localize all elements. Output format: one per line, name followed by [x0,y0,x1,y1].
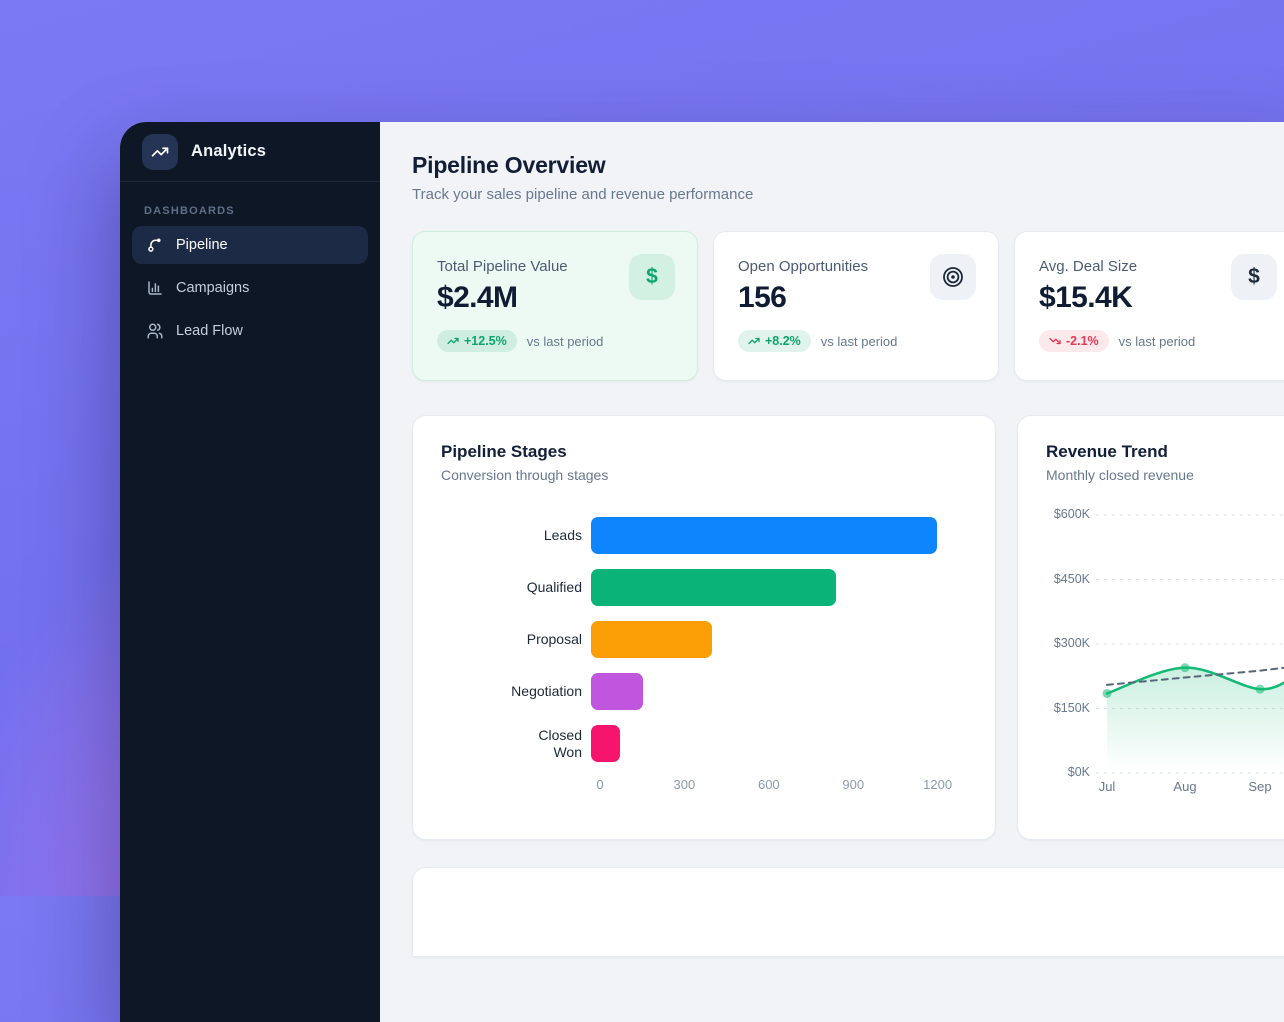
x-axis-tick: Jul [1098,779,1116,794]
chart-subtitle: Monthly closed revenue [1046,467,1194,483]
app-logo [142,133,178,170]
app-window: Analytics DASHBOARDS Pipeline Campaigns … [120,122,1284,1022]
compare-label: vs last period [1118,333,1196,349]
x-axis-tick: 900 [842,777,865,792]
chart-subtitle: Conversion through stages [441,467,609,483]
revenue-y-axis: $0K $150K $300K $450K $600K [1046,507,1090,797]
kpi-label: Total Pipeline Value [437,258,568,275]
stage-label: Negotiation [511,683,582,700]
kpi-card-total-pipeline-value: Total Pipeline Value $2.4M +12.5% vs las… [412,231,698,381]
sidebar-section-label: DASHBOARDS [144,205,235,217]
y-axis-tick: $0K [1067,765,1090,779]
charts-row: Pipeline Stages Conversion through stage… [412,415,1284,840]
kpi-value: 156 [738,281,787,314]
stage-label: Proposal [526,631,582,648]
dollar-icon: $ [1231,254,1277,300]
stage-bar [591,673,643,710]
bar-chart-icon [148,281,162,295]
x-axis-tick: 0 [596,777,604,792]
app-title: Analytics [191,142,267,160]
users-icon [147,323,163,339]
logo-row: Analytics [120,122,380,182]
sidebar: Analytics DASHBOARDS Pipeline Campaigns … [120,122,380,1022]
revenue-line-chart: $0K $150K $300K $450K $600K Jul Aug Sep [1046,507,1284,797]
y-axis-tick: $600K [1053,507,1090,521]
stages-x-axis: 0 300 600 900 1200 [441,777,967,795]
sidebar-item-campaigns[interactable]: Campaigns [132,269,368,307]
x-axis-tick: 300 [673,777,696,792]
pipeline-route-icon [148,238,161,252]
sidebar-item-pipeline[interactable]: Pipeline [132,226,368,264]
sidebar-item-lead-flow[interactable]: Lead Flow [132,312,368,350]
y-axis-tick: $300K [1053,636,1090,650]
chart-title: Revenue Trend [1046,442,1168,461]
trending-up-icon [748,337,760,345]
trending-up-icon [151,146,169,157]
x-axis-tick: 600 [757,777,780,792]
kpi-card-open-opportunities: Open Opportunities 156 +8.2% vs last per… [713,231,999,381]
revenue-trend-svg [1096,514,1284,774]
revenue-trend-card: Revenue Trend Monthly closed revenue $0K… [1017,415,1284,840]
kpi-label: Avg. Deal Size [1039,258,1138,275]
compare-label: vs last period [526,333,604,349]
stage-row: Negotiation [441,673,967,710]
stage-label: Qualified [526,579,582,596]
kpi-value: $2.4M [437,281,518,314]
stage-bar [591,569,837,606]
data-point [1102,688,1112,698]
trending-down-icon [1049,337,1061,345]
stage-bar [591,517,937,554]
stage-bar [591,725,620,762]
y-axis-tick: $450K [1053,571,1090,586]
bottom-card-clipped [412,867,1284,957]
kpi-label: Open Opportunities [738,258,869,275]
data-point [1180,663,1190,673]
y-axis-tick: $150K [1053,700,1090,715]
data-point [1255,684,1265,694]
target-icon [930,254,976,300]
main-content: Pipeline Overview Track your sales pipel… [380,122,1284,1022]
stage-row: Leads [441,517,967,554]
x-axis-tick: Aug [1173,779,1197,794]
sidebar-item-label: Pipeline [176,237,228,253]
compare-label: vs last period [820,333,898,349]
trending-up-icon [447,337,459,345]
x-axis-tick: Sep [1248,779,1272,794]
kpi-value: $15.4K [1039,281,1133,314]
stages-bar-chart: Leads Qualified Proposal Negotiation Closed … [441,517,967,762]
stage-row: Qualified [441,569,967,606]
sidebar-nav: Pipeline Campaigns Lead Flow [120,226,380,355]
stage-row: Closed Won [441,725,967,762]
x-axis-tick: 1200 [923,777,953,792]
kpi-card-avg-deal-size: Avg. Deal Size $15.4K -2.1% vs last peri… [1014,231,1284,381]
stage-bar [591,621,713,658]
page-title: Pipeline Overview [412,152,606,178]
chart-title: Pipeline Stages [441,442,567,461]
stage-label: Closed Won [538,727,582,760]
delta-badge: +12.5% [437,330,517,352]
stage-label: Leads [543,527,582,544]
sidebar-item-label: Lead Flow [176,323,243,339]
stage-row: Proposal [441,621,967,658]
page-subtitle: Track your sales pipeline and revenue pe… [412,186,754,203]
pipeline-stages-card: Pipeline Stages Conversion through stage… [412,415,996,840]
delta-badge: -2.1% [1039,330,1109,352]
delta-badge: +8.2% [738,330,811,352]
revenue-plot-area: Jul Aug Sep [1096,507,1284,797]
dollar-icon: $ [629,254,675,300]
kpi-row: Total Pipeline Value $2.4M +12.5% vs las… [412,231,1284,381]
sidebar-item-label: Campaigns [176,280,250,296]
